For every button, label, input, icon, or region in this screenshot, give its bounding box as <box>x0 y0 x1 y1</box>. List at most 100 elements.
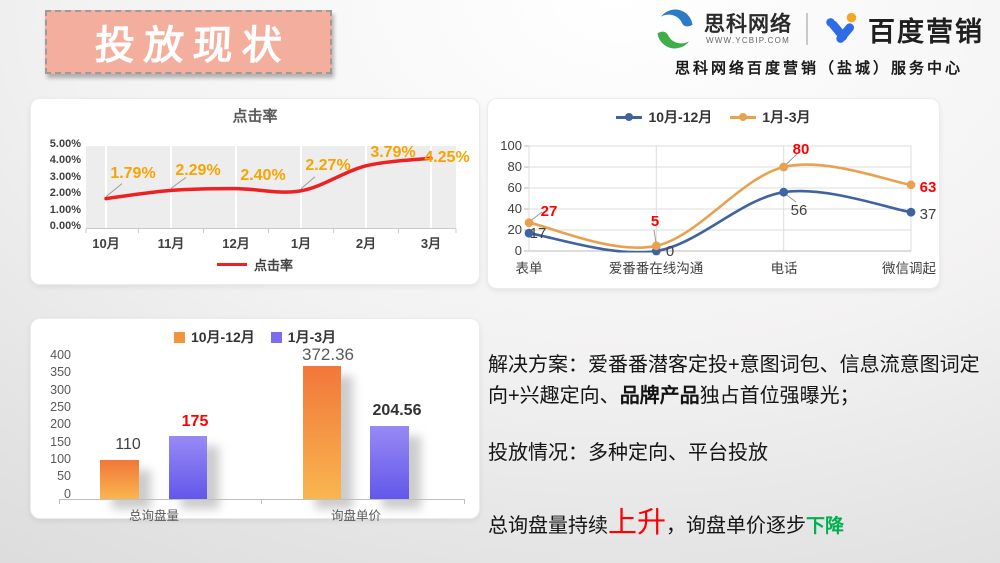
chart1-value-label: 4.25% <box>424 149 470 166</box>
placement-paragraph: 投放情况：多种定向、平台投放 <box>488 442 768 464</box>
conclusion-pre: 总询盘量持续 <box>488 515 608 537</box>
chart1-title: 点击率 <box>232 108 278 125</box>
chart1-legend-label: 点击率 <box>253 258 293 273</box>
chart1-month-label: 1月 <box>290 236 312 251</box>
click-rate-chart-card: 点击率 5.00% 4.00% 3.00% 2.00% 1.00% 0.00% … <box>30 98 480 285</box>
chart3-ytick: 150 <box>50 435 71 449</box>
chart2-plot <box>524 145 916 256</box>
chart1-value-label: 3.79% <box>370 144 416 161</box>
chart1-month-label: 3月 <box>420 236 442 251</box>
chart2-category-label: 表单 <box>515 261 543 276</box>
chart2-value-label-red: 27 <box>540 203 558 220</box>
chart3-value-label-highlight: 175 <box>181 413 209 430</box>
solution-paragraph: 解决方案：爱番番潜客定投+意图词包、信息流意图词定向+兴趣定向、品牌产品独占首位… <box>488 350 992 412</box>
bar-total-inquiries-oct-dec <box>100 459 139 499</box>
chart2-ytick: 60 <box>507 180 522 195</box>
chart1-ytick: 4.00% <box>49 154 81 166</box>
chart1-ytick: 0.00% <box>49 220 81 232</box>
logo-divider <box>806 13 808 45</box>
chart3-legend-label: 10月-12月 <box>190 329 255 345</box>
inquiry-bar-chart-card: 10月-12月 1月-3月 400 350 300 250 200 150 10… <box>30 318 480 523</box>
legend-line-dot-swatch <box>616 113 643 122</box>
legend-line-dot-swatch <box>730 113 757 122</box>
chart3-legend-item: 10月-12月 <box>173 327 255 347</box>
chart3-ytick: 0 <box>64 487 71 501</box>
logo-row: 思科网络 WWW.YCBIP.COM 百度营销 <box>654 8 984 50</box>
baidu-marketing-logo-icon <box>826 12 857 43</box>
chart2-ytick: 100 <box>500 138 522 153</box>
legend-line-swatch <box>216 263 247 266</box>
chart2-legend-label: 1月-3月 <box>762 109 811 125</box>
chart2-ytick: 0 <box>514 243 522 258</box>
chart2-category-label: 电话 <box>770 261 798 276</box>
chart2-legend-item: 1月-3月 <box>730 107 811 127</box>
chart1-month-label: 11月 <box>157 236 185 251</box>
legend-square-swatch <box>173 331 185 343</box>
chart2-ytick: 40 <box>507 201 522 216</box>
chart3-value-label: 372.36 <box>302 345 354 364</box>
solution-p1-tail: 独占首位强曝光； <box>699 385 860 407</box>
chart3-ytick: 200 <box>50 417 71 431</box>
chart1-ytick: 2.00% <box>49 187 81 199</box>
chart1-value-label: 2.27% <box>305 157 351 174</box>
bar-total-inquiries-jan-mar <box>169 436 207 499</box>
chart2-value-label-blue: 56 <box>790 202 808 219</box>
conclusion-paragraph: 总询盘量持续上升，询盘单价逐步下降 <box>488 505 992 545</box>
chart3-ytick: 250 <box>50 400 71 414</box>
chart2-legend-label: 10月-12月 <box>648 109 713 125</box>
sike-network-logo-icon <box>657 9 693 49</box>
conclusion-down-highlight: 下降 <box>806 516 845 537</box>
brand1-url: WWW.YCBIP.COM <box>706 35 790 45</box>
chart2-ytick: 20 <box>507 222 522 237</box>
bar-inquiry-unit-price-jan-mar <box>370 425 409 499</box>
chart2-category-label: 微信调起 <box>882 261 936 276</box>
page-title: 投放现状 <box>93 24 292 68</box>
chart3-ytick: 100 <box>50 452 71 466</box>
chart2-value-label-blue: 17 <box>529 225 547 242</box>
channel-leads-chart-card: 10月-12月 1月-3月 100 80 60 40 20 0 表单 爱番番在线… <box>487 98 940 289</box>
chart3-ytick: 400 <box>50 348 71 362</box>
chart1-value-label: 2.29% <box>175 162 221 179</box>
chart1-ytick: 1.00% <box>49 204 81 216</box>
chart3-value-label: 110 <box>115 436 141 453</box>
chart2-value-label-red: 5 <box>650 213 660 230</box>
chart1-month-label: 12月 <box>222 236 250 251</box>
legend-square-swatch <box>270 331 282 343</box>
chart1-ytick: 5.00% <box>49 138 81 150</box>
chart3-ytick: 350 <box>50 365 71 379</box>
chart2-legend-item: 10月-12月 <box>616 107 712 127</box>
chart1-value-label: 1.79% <box>110 165 156 182</box>
chart2-category-label: 爱番番在线沟通 <box>608 261 704 276</box>
chart1-plot <box>85 146 457 233</box>
solution-p1-bold: 品牌产品 <box>619 385 700 407</box>
conclusion-up-highlight: 上升 <box>608 507 667 539</box>
chart2-value-label-red: 80 <box>792 141 810 158</box>
title-banner: 投放现状 <box>45 10 332 74</box>
brand1-name: 思科网络 <box>704 12 792 36</box>
conclusion-mid: ，询盘单价逐步 <box>666 515 807 537</box>
solution-text-block: 解决方案：爱番番潜客定投+意图词包、信息流意图词定向+兴趣定向、品牌产品独占首位… <box>488 350 992 545</box>
chart1-month-label: 2月 <box>355 236 377 251</box>
chart3-value-label: 204.56 <box>372 402 422 419</box>
chart1-month-label: 10月 <box>92 236 120 251</box>
chart2-ytick: 80 <box>507 159 522 174</box>
chart3-legend: 10月-12月 1月-3月 <box>31 327 479 347</box>
chart3-ytick: 50 <box>57 469 71 483</box>
chart3-legend-label: 1月-3月 <box>287 329 337 345</box>
header-subtitle: 思科网络百度营销（盐城）服务中心 <box>674 60 963 77</box>
chart2-value-label-blue: 0 <box>665 243 675 260</box>
chart3-ytick: 300 <box>50 383 71 397</box>
chart1-ytick: 3.00% <box>49 171 81 183</box>
brand2-name: 百度营销 <box>868 16 984 47</box>
header: 思科网络 WWW.YCBIP.COM 百度营销 思科网络百度营销（盐城）服务中心 <box>654 8 984 78</box>
chart2-value-label-red: 63 <box>919 179 937 196</box>
chart1-value-label: 2.40% <box>240 167 286 184</box>
chart3-axis-tick <box>261 499 262 504</box>
chart3-axis-tick <box>59 499 60 504</box>
solution-p1-text: 解决方案：爱番番潜客定投+意图词包、信息流意图词定向+兴趣定向、 <box>488 354 980 407</box>
chart3-legend-item: 1月-3月 <box>270 327 337 347</box>
brand1: 思科网络 WWW.YCBIP.COM <box>704 14 792 45</box>
chart2-value-label-blue: 37 <box>919 206 937 223</box>
chart3-category-label: 总询盘量 <box>128 509 179 523</box>
